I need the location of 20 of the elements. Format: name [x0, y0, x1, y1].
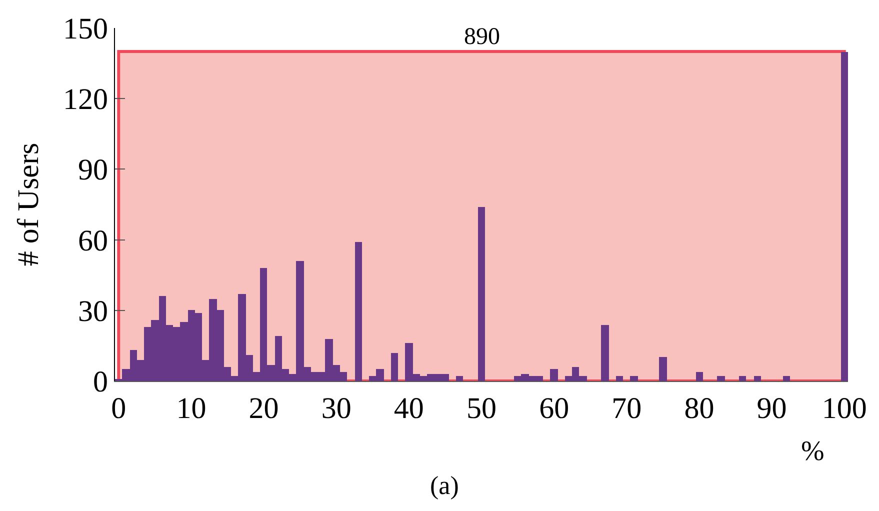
x-tick-label: 70	[612, 392, 642, 425]
x-tick-label: 60	[539, 392, 570, 425]
y-tick-label: 30	[78, 294, 108, 328]
band-label: 890	[464, 24, 500, 50]
x-tick-label: 50	[466, 392, 496, 425]
x-tick-label: 90	[756, 392, 787, 425]
y-tick-label: 90	[78, 154, 108, 187]
x-tick-label: 10	[176, 392, 206, 425]
y-tick-label: 60	[78, 224, 108, 258]
x-tick-label: 30	[321, 392, 352, 425]
x-tick-label: 100	[822, 392, 867, 425]
x-tick-label: 80	[684, 392, 714, 425]
text: (a)	[430, 471, 459, 500]
y-axis-title: # of Users	[12, 142, 45, 266]
x-axis-title: %	[801, 436, 824, 467]
y-tick-label: 150	[63, 12, 108, 46]
y-tick-label: 120	[63, 83, 108, 116]
x-tick-label: 20	[248, 392, 279, 425]
y-tick-label: 0	[93, 366, 108, 398]
x-tick-label: 40	[394, 392, 424, 425]
